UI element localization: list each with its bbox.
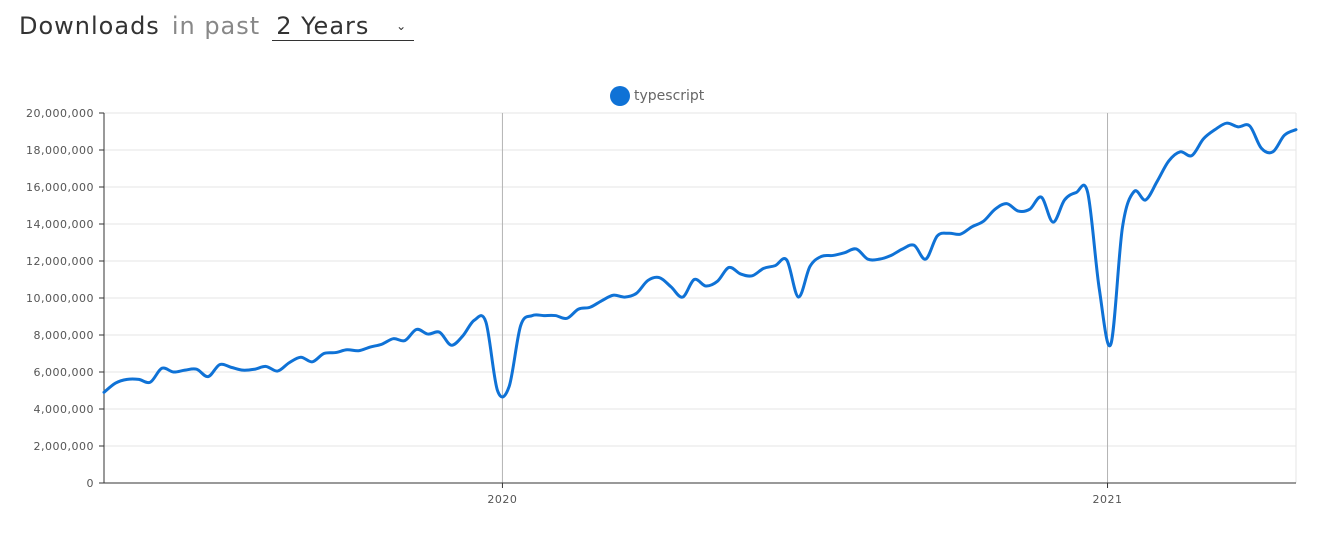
y-tick-label: 18,000,000 [26,144,94,157]
legend-marker [610,86,630,106]
y-tick-label: 8,000,000 [34,329,94,342]
range-select[interactable]: 2 Years ⌄ [272,12,415,41]
header-subtitle: in past [171,12,261,40]
y-tick-label: 12,000,000 [26,255,94,268]
range-select-value[interactable]: 2 Years [276,12,370,40]
y-tick-label: 14,000,000 [26,218,94,231]
x-tick-label: 2021 [1093,493,1123,506]
y-tick-label: 2,000,000 [34,440,94,453]
series-line-typescript [102,121,1298,399]
header-title: Downloads [19,12,160,40]
y-tick-label: 4,000,000 [34,403,94,416]
chevron-down-icon[interactable]: ⌄ [396,19,407,33]
y-tick-label: 20,000,000 [26,107,94,120]
x-tick-label: 2020 [487,493,517,506]
legend-label: typescript [634,88,705,104]
y-tick-label: 16,000,000 [26,181,94,194]
downloads-header: Downloads in past 2 Years ⌄ [19,12,415,48]
y-tick-label: 10,000,000 [26,292,94,305]
y-tick-label: 6,000,000 [34,366,94,379]
y-tick-label: 0 [87,477,95,490]
